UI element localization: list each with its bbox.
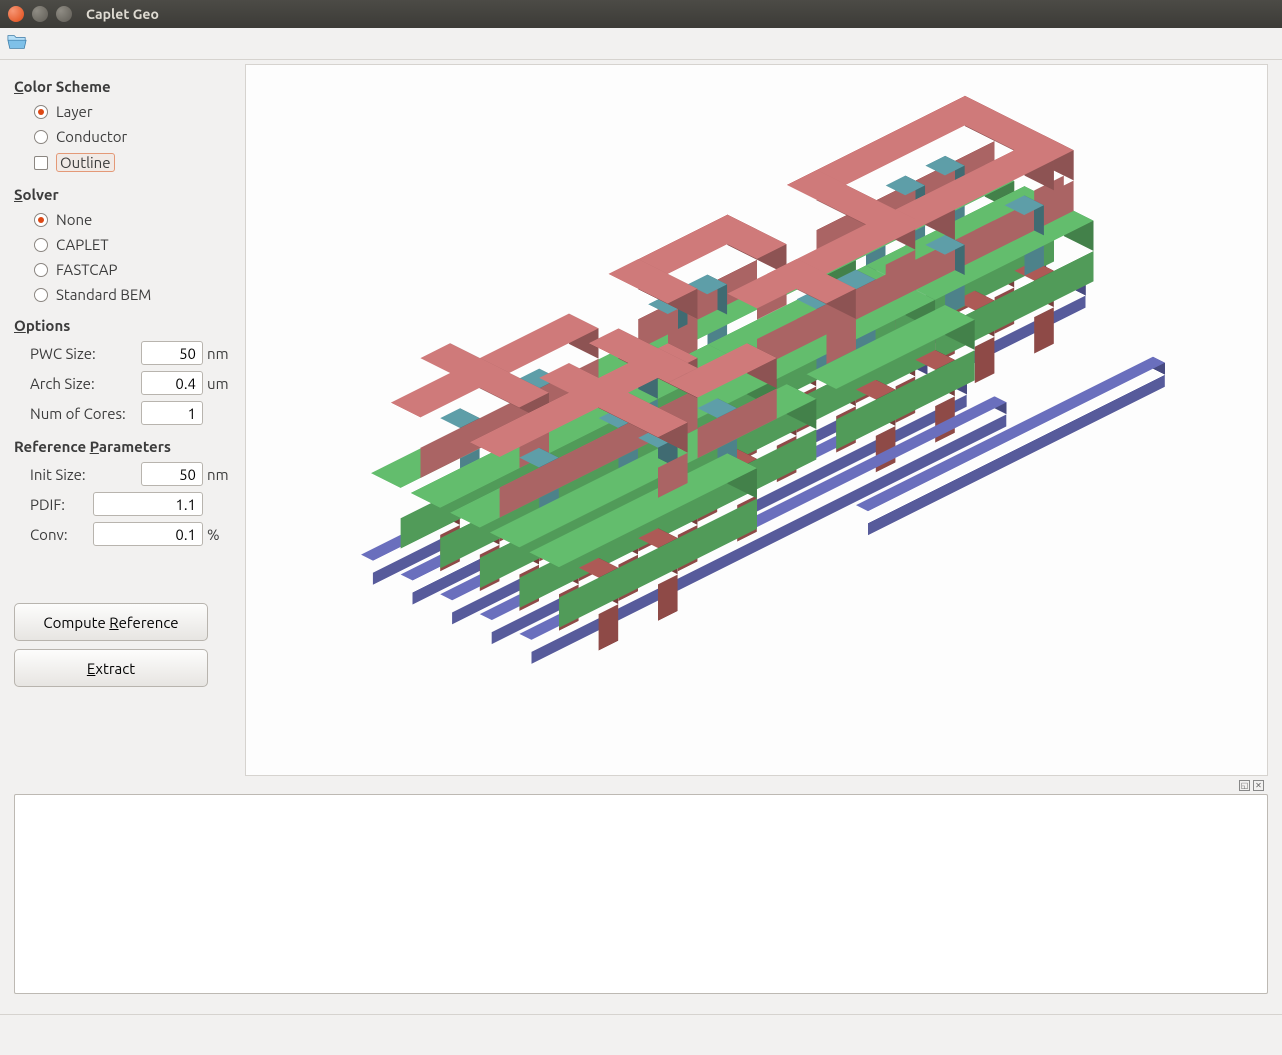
color-scheme-heading: Color Scheme [14, 78, 231, 95]
solver-heading: Solver [14, 186, 231, 203]
init-size-field: Init Size: nm [14, 459, 231, 489]
pwc-size-field: PWC Size: nm [14, 338, 231, 368]
3d-viewport[interactable] [245, 64, 1268, 776]
radio-icon [34, 130, 48, 144]
toolbar [0, 28, 1282, 60]
radio-label: FASTCAP [56, 261, 118, 278]
window-title: Caplet Geo [86, 6, 159, 22]
field-unit: um [203, 375, 231, 392]
field-label: Arch Size: [30, 375, 95, 392]
field-label: Conv: [30, 526, 68, 543]
window-close-icon[interactable] [8, 6, 24, 22]
init-size-input[interactable] [141, 462, 203, 486]
radio-label: Layer [56, 103, 93, 120]
conv-field: Conv: % [14, 519, 231, 549]
pdif-field: PDIF: [14, 489, 231, 519]
solver-fastcap[interactable]: FASTCAP [14, 257, 231, 282]
open-file-icon[interactable] [6, 32, 28, 55]
radio-label: None [56, 211, 92, 228]
radio-icon [34, 238, 48, 252]
field-label: PWC Size: [30, 345, 96, 362]
solver-none[interactable]: None [14, 207, 231, 232]
pwc-size-input[interactable] [141, 341, 203, 365]
dock-close-icon[interactable]: ✕ [1253, 780, 1264, 791]
options-heading: Options [14, 317, 231, 334]
radio-icon [34, 288, 48, 302]
field-unit: nm [203, 345, 231, 362]
field-unit: nm [203, 466, 231, 483]
solver-caplet[interactable]: CAPLET [14, 232, 231, 257]
dock-float-icon[interactable]: ◱ [1239, 780, 1250, 791]
pdif-input[interactable] [93, 492, 203, 516]
titlebar: Caplet Geo [0, 0, 1282, 28]
color-scheme-layer[interactable]: Layer [14, 99, 231, 124]
radio-icon [34, 213, 48, 227]
color-scheme-conductor[interactable]: Conductor [14, 124, 231, 149]
color-scheme-outline[interactable]: Outline [14, 149, 231, 176]
radio-icon [34, 105, 48, 119]
num-cores-input[interactable] [141, 401, 203, 425]
console-output[interactable] [14, 794, 1268, 994]
arch-size-field: Arch Size: um [14, 368, 231, 398]
field-unit: % [203, 526, 231, 543]
field-label: Init Size: [30, 466, 86, 483]
statusbar [0, 1014, 1282, 1036]
sidebar: Color Scheme Layer Conductor Outline Sol… [0, 60, 245, 780]
dock-controls: ◱ ✕ [1239, 780, 1264, 791]
radio-label: CAPLET [56, 236, 109, 253]
checkbox-icon [34, 156, 48, 170]
compute-reference-button[interactable]: Compute Reference [14, 603, 208, 641]
conv-input[interactable] [93, 522, 203, 546]
num-cores-field: Num of Cores: [14, 398, 231, 428]
window-minimize-icon[interactable] [32, 6, 48, 22]
extract-button[interactable]: Extract [14, 649, 208, 687]
app-body: Color Scheme Layer Conductor Outline Sol… [0, 60, 1282, 780]
reference-params-heading: Reference Parameters [14, 438, 231, 455]
solver-standard-bem[interactable]: Standard BEM [14, 282, 231, 307]
field-label: Num of Cores: [30, 405, 126, 422]
arch-size-input[interactable] [141, 371, 203, 395]
field-label: PDIF: [30, 496, 65, 513]
radio-icon [34, 263, 48, 277]
checkbox-label: Outline [56, 153, 115, 172]
radio-label: Standard BEM [56, 286, 151, 303]
window-maximize-icon[interactable] [56, 6, 72, 22]
radio-label: Conductor [56, 128, 127, 145]
